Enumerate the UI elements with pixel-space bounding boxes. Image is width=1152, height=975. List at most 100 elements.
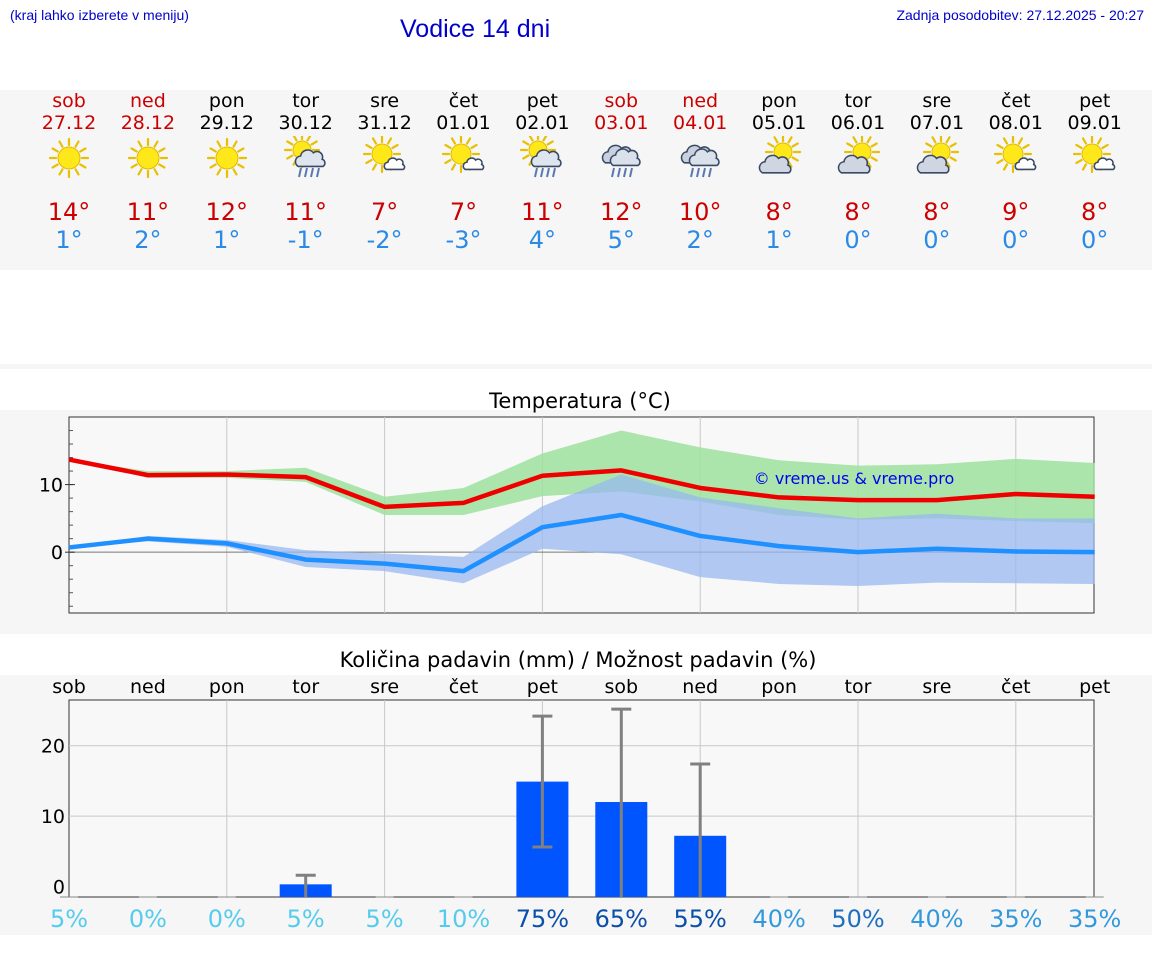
min-temp: 1° <box>765 226 793 254</box>
day-name: tor <box>844 90 872 112</box>
min-temp: 1° <box>213 226 241 254</box>
precip-day-label: čet <box>1001 676 1031 698</box>
precip-probability: 35% <box>1068 905 1121 933</box>
min-temp: 2° <box>134 226 162 254</box>
day-name: pet <box>526 90 558 112</box>
precip-probability: 65% <box>595 905 648 933</box>
min-temp: 1° <box>55 226 83 254</box>
y-tick-label: 20 <box>41 736 65 758</box>
min-temp: 0° <box>844 226 872 254</box>
y-tick-label: 10 <box>41 806 65 828</box>
sun-cloud-icon <box>837 136 880 174</box>
min-temp: 4° <box>528 226 557 254</box>
sun-small-cloud-icon <box>1072 136 1116 174</box>
day-name: sre <box>922 90 952 112</box>
sun-cloud-rain-icon <box>283 136 326 178</box>
max-temp: 10° <box>678 198 722 226</box>
min-temp-line <box>68 512 1095 574</box>
day-date: 31.12 <box>357 112 412 134</box>
sun-icon <box>206 137 247 179</box>
day-date: 02.01 <box>515 112 570 134</box>
precip-day-label: pet <box>1079 676 1110 698</box>
location-menu-note: (kraj lahko izberete v meniju) <box>10 7 189 23</box>
max-temp: 12° <box>600 198 643 226</box>
separator <box>0 364 1152 369</box>
day-name: čet <box>448 90 479 112</box>
precip-day-label: pet <box>527 676 558 698</box>
sun-cloud-rain-icon <box>520 136 563 178</box>
max-temp: 8° <box>923 198 951 226</box>
sun-small-cloud-icon <box>993 136 1037 174</box>
sun-icon <box>127 137 168 179</box>
y-tick-label: 0 <box>51 542 63 564</box>
sun-icon <box>48 137 90 179</box>
max-temp: 11° <box>126 198 170 226</box>
min-temp: 0° <box>923 226 951 254</box>
min-temp: 5° <box>607 226 635 254</box>
day-name: pon <box>208 90 245 112</box>
day-name: ned <box>129 90 166 112</box>
day-date: 03.01 <box>594 112 649 134</box>
precip-day-label: tor <box>845 676 872 698</box>
sun-small-cloud-icon <box>362 136 405 174</box>
precip-day-label: pon <box>209 676 245 698</box>
precip-day-label: ned <box>130 676 166 698</box>
temperature-chart-title: Temperatura (°C) <box>488 389 671 413</box>
max-temp: 8° <box>765 198 793 226</box>
sun-cloud-icon <box>916 136 959 174</box>
sun-cloud-icon <box>758 136 802 174</box>
day-name: pon <box>761 90 797 112</box>
cloud-rain-icon <box>680 144 720 178</box>
precip-probability: 0% <box>208 905 246 933</box>
min-temp: 0° <box>1081 226 1109 254</box>
precip-day-label: ned <box>682 676 718 698</box>
day-date: 30.12 <box>278 112 333 134</box>
watermark: © vreme.us & vreme.pro <box>754 469 955 488</box>
day-name: tor <box>292 90 320 112</box>
max-temp: 12° <box>205 198 249 226</box>
day-name: čet <box>1001 90 1031 112</box>
max-temp: 9° <box>1002 198 1030 226</box>
min-temp: 0° <box>1002 226 1030 254</box>
max-temp: 7° <box>449 198 478 226</box>
precip-day-label: sob <box>52 676 86 698</box>
day-name: pet <box>1079 90 1111 112</box>
max-temp: 7° <box>370 198 399 226</box>
precip-probability: 5% <box>366 905 404 933</box>
y-tick-label: 0 <box>53 876 65 898</box>
precip-probability: 35% <box>989 905 1042 933</box>
day-date: 06.01 <box>830 112 886 134</box>
max-temp-line <box>68 457 1095 510</box>
precip-day-label: čet <box>449 676 479 698</box>
max-temp: 11° <box>521 198 564 226</box>
max-temp: 8° <box>1081 198 1109 226</box>
min-temp-band <box>69 474 1095 586</box>
day-date: 27.12 <box>41 112 97 134</box>
precip-probability: 75% <box>516 905 569 933</box>
precip-probability: 50% <box>831 905 884 933</box>
max-temp: 11° <box>284 198 327 226</box>
min-temp: -2° <box>366 226 403 254</box>
day-date: 28.12 <box>120 112 176 134</box>
precip-probability: 40% <box>752 905 805 933</box>
precip-probability: 0% <box>129 905 167 933</box>
precip-day-label: sre <box>922 676 951 698</box>
day-name: sre <box>370 90 400 112</box>
day-name: sob <box>604 90 639 112</box>
daily-forecast-panel: sob 27.12 14° 1° ned 28.12 11° 2° pon 29.12 12° 1° t… <box>0 90 1152 270</box>
precip-day-label: tor <box>292 676 319 698</box>
day-date: 07.01 <box>909 112 965 134</box>
last-update: Zadnja posodobitev: 27.12.2025 - 20:27 <box>896 7 1144 23</box>
day-date: 04.01 <box>672 112 728 134</box>
precip-day-label: pon <box>761 676 797 698</box>
day-date: 08.01 <box>988 112 1043 134</box>
precip-probability: 5% <box>50 905 88 933</box>
min-temp: -3° <box>445 226 482 254</box>
cloud-rain-icon <box>602 144 641 178</box>
precipitation-plot-area <box>68 699 1095 898</box>
precip-probability: 10% <box>437 905 490 933</box>
page-title: Vodice 14 dni <box>400 15 551 43</box>
day-name: sob <box>52 90 86 112</box>
min-temp: -1° <box>287 226 324 254</box>
